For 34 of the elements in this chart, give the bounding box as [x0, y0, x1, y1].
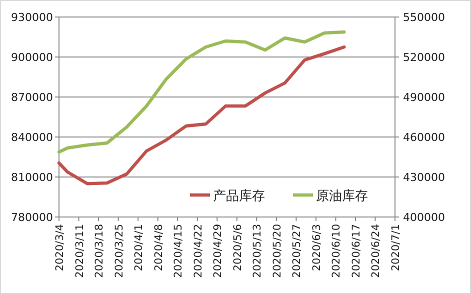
y2-tick-label: 430000	[403, 171, 445, 184]
x-tick-label: 2020/6/17	[350, 224, 362, 278]
x-tick-label: 2020/6/3	[310, 224, 323, 272]
x-tick-label: 2020/6/24	[370, 224, 382, 278]
x-tick-label: 2020/3/18	[94, 224, 106, 278]
y-tick-label: 840000	[11, 131, 53, 144]
x-tick-label: 2020/4/8	[152, 224, 165, 272]
x-tick-label: 2020/4/1	[133, 224, 146, 272]
x-tick-label: 2020/4/22	[192, 224, 204, 278]
x-tick-label: 2020/4/29	[212, 224, 224, 278]
line-series	[57, 45, 346, 186]
x-tick-label: 2020/3/11	[74, 224, 86, 278]
x-tick-label: 2020/5/13	[252, 224, 264, 278]
x-tick-label: 2020/5/6	[232, 224, 244, 272]
x-tick-label: 2020/7/1	[390, 224, 402, 272]
y2-tick-label: 460000	[403, 131, 445, 144]
y-tick-label: 870000	[11, 91, 53, 104]
x-tick-label: 2020/6/10	[330, 224, 343, 278]
y2-tick-label: 490000	[403, 91, 445, 104]
y-tick-label: 900000	[11, 51, 53, 64]
y2-tick-label: 550000	[403, 11, 445, 24]
y-tick-label: 780000	[11, 211, 53, 224]
y2-tick-label: 400000	[403, 211, 445, 224]
line-series	[57, 30, 346, 154]
legend-label: 原油库存	[316, 189, 368, 204]
y2-tick-label: 520000	[403, 51, 445, 64]
y-tick-label: 810000	[11, 171, 53, 184]
x-tick-label: 2020/5/20	[271, 224, 284, 278]
x-tick-label: 2020/3/4	[54, 224, 66, 272]
y-tick-label: 930000	[11, 11, 53, 24]
x-tick-label: 2020/3/25	[113, 224, 126, 278]
x-tick-label: 2020/5/27	[291, 224, 304, 278]
legend-label: 产品库存	[213, 189, 265, 204]
x-tick-label: 2020/4/15	[172, 224, 185, 278]
